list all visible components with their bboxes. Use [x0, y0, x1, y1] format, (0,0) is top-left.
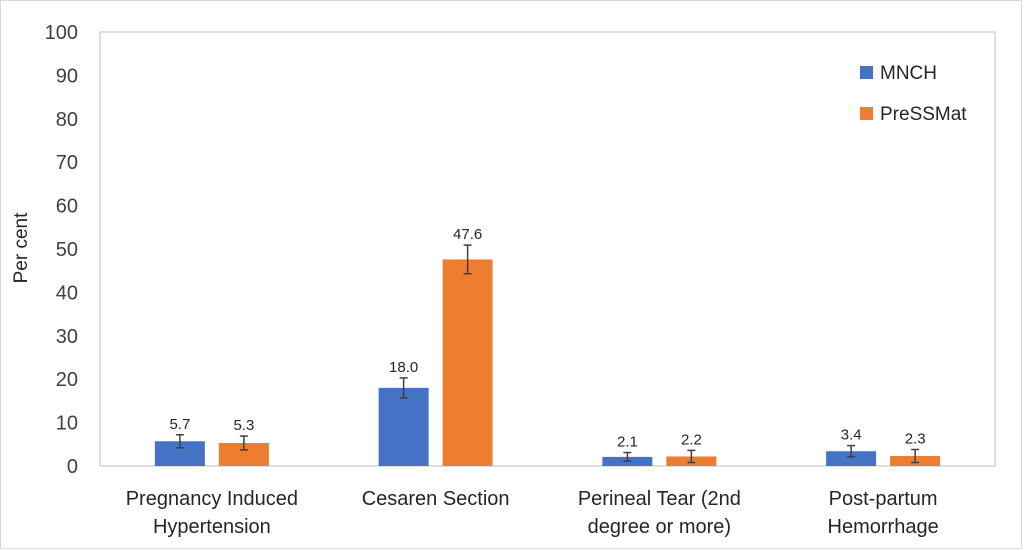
y-tick-label: 0 — [67, 456, 78, 478]
bar-pressmat-0 — [218, 442, 269, 466]
bar-mnch-1 — [378, 387, 429, 466]
bar-mnch-3 — [826, 451, 877, 466]
category-label: Hemorrhage — [828, 516, 939, 538]
bars — [154, 259, 941, 466]
y-tick-label: 40 — [56, 282, 78, 304]
bar-pressmat-1 — [442, 259, 493, 466]
y-axis-label: Per cent — [11, 212, 32, 283]
data-labels: 5.7 18.0 2.1 3.4 5.3 47.6 2.2 2.3 — [169, 226, 925, 450]
category-label: Post-partum — [829, 488, 938, 510]
category-label: Cesaren Section — [362, 488, 510, 510]
legend-swatch-mnch — [860, 66, 873, 79]
legend-label: MNCH — [880, 63, 937, 84]
plot-border — [99, 31, 996, 467]
data-label: 5.3 — [233, 417, 254, 434]
category-label: Perineal Tear (2nd — [578, 488, 741, 510]
y-tick-label: 30 — [56, 326, 78, 348]
legend-swatch-pressmat — [860, 107, 873, 120]
y-tick-label: 10 — [56, 413, 78, 435]
data-label: 5.7 — [169, 416, 190, 433]
data-label: 2.2 — [681, 431, 702, 448]
error-bars — [175, 244, 920, 464]
y-tick-label: 50 — [56, 239, 78, 261]
y-tick-label: 60 — [56, 196, 78, 218]
y-tick-label: 80 — [56, 109, 78, 131]
y-tick-label: 70 — [56, 152, 78, 174]
category-label: Hypertension — [153, 516, 271, 538]
x-axis-categories: Pregnancy Induced Hypertension Cesaren Sec… — [126, 488, 939, 538]
data-label: 3.4 — [841, 427, 862, 444]
plot-area — [99, 31, 996, 467]
data-label: 2.3 — [905, 431, 926, 448]
y-tick-label: 20 — [56, 369, 78, 391]
legend-label: PreSSMat — [880, 104, 967, 125]
category-label: degree or more) — [588, 516, 731, 538]
y-tick-label: 90 — [56, 65, 78, 87]
data-label: 2.1 — [617, 434, 638, 451]
data-label: 18.0 — [389, 359, 418, 376]
y-tick-label: 100 — [45, 22, 78, 44]
category-label: Pregnancy Induced — [126, 488, 298, 510]
data-label: 47.6 — [453, 226, 482, 243]
y-axis-ticks: 0 10 20 30 40 50 60 70 80 90 100 — [45, 22, 78, 478]
legend: MNCH PreSSMat — [860, 63, 967, 125]
